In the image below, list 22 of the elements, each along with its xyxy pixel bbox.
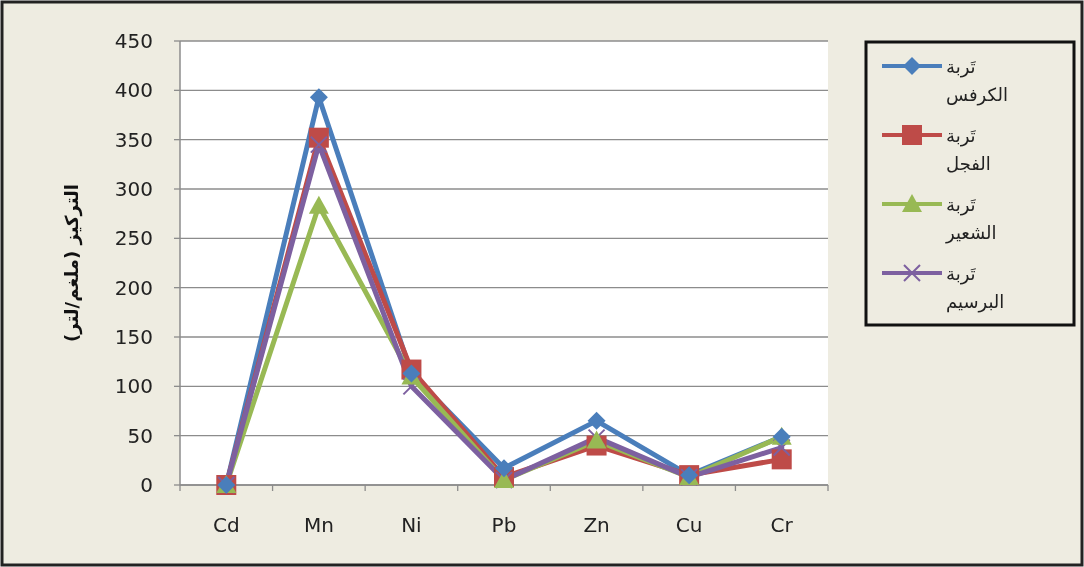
y-tick-label: 350 [114, 127, 153, 152]
y-tick-label: 450 [114, 29, 153, 53]
legend-label: تَربة الشعير [945, 194, 997, 244]
x-tick-label: Ni [401, 513, 422, 537]
y-tick-label: 400 [114, 78, 153, 103]
y-tick-label: 100 [114, 374, 153, 399]
y-tick-label: 0 [140, 473, 153, 497]
x-tick-label: Cr [770, 513, 794, 537]
x-tick-label: Cu [675, 513, 703, 537]
y-tick-label: 200 [114, 275, 153, 300]
y-tick-label: 250 [114, 226, 153, 251]
x-tick-label: Cd [212, 513, 240, 537]
y-axis-title: التركيز (ملغم/لتر) [61, 184, 83, 342]
x-tick-label: Pb [491, 513, 517, 537]
x-tick-label: Zn [583, 513, 610, 537]
y-tick-label: 50 [127, 423, 153, 448]
legend-label: تَربة البرسيم [946, 263, 1005, 313]
y-tick-label: 150 [114, 325, 153, 349]
y-tick-label: 300 [114, 177, 153, 201]
legend-label: تَربة الكرفس [946, 56, 1008, 106]
legend-label: تَربة الفجل [946, 125, 991, 174]
x-tick-label: Mn [303, 513, 334, 537]
